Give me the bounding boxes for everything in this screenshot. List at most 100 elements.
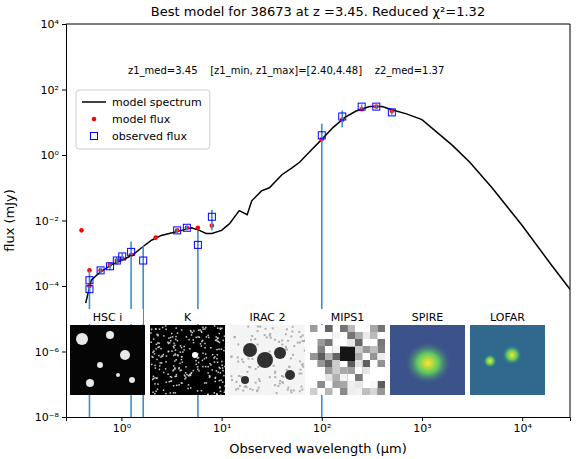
data-point	[183, 224, 190, 231]
cutout-pixel	[355, 353, 363, 360]
cutout-noise	[248, 358, 250, 360]
cutout-noise	[223, 350, 225, 352]
cutout-noise	[198, 357, 200, 359]
cutout-noise	[166, 382, 168, 384]
cutout-noise	[206, 382, 208, 384]
cutout-noise	[242, 390, 244, 392]
cutout-pixel	[318, 346, 326, 353]
data-point	[196, 225, 201, 230]
cutout-noise	[167, 373, 169, 375]
cutout-noise	[274, 376, 276, 378]
cutout-noise	[237, 388, 239, 390]
cutout-pixel	[333, 367, 341, 374]
cutout-pixel	[318, 353, 326, 360]
cutout-pixel	[325, 325, 333, 332]
tick: 10⁴	[41, 18, 66, 31]
cutout-noise	[255, 382, 257, 384]
cutout-noise	[173, 347, 175, 349]
cutout-noise	[259, 326, 261, 328]
cutout-noise	[156, 377, 158, 379]
cutout-noise	[214, 392, 216, 394]
cutout-pixel	[348, 339, 356, 346]
cutout-noise	[171, 350, 173, 352]
cutout-pixel	[340, 325, 348, 332]
cutout-noise	[172, 370, 174, 372]
cutout-noise	[207, 394, 209, 395]
cutout-pixel	[333, 332, 341, 339]
cutout-pixel	[355, 388, 363, 395]
cutout-label: MIPS1	[331, 311, 364, 324]
cutout-noise	[193, 342, 195, 344]
cutout-pixel	[378, 325, 386, 332]
cutout-noise	[179, 363, 181, 365]
cutout-noise	[224, 366, 225, 368]
cutout-noise	[174, 368, 176, 370]
cutout-noise	[163, 335, 165, 337]
cutout-noise	[156, 378, 158, 380]
cutout-source	[241, 376, 249, 384]
cutout-noise	[154, 393, 156, 395]
cutout-pixel	[340, 374, 348, 381]
cutout-noise	[158, 355, 160, 357]
cutout-image	[390, 325, 465, 395]
cutout-noise	[265, 328, 267, 330]
cutout-noise	[202, 360, 204, 362]
cutout-noise	[220, 379, 222, 381]
cutout-noise	[165, 329, 167, 331]
cutout-pixel	[325, 367, 333, 374]
axis-line	[62, 25, 67, 418]
tick: 10⁴	[513, 417, 532, 435]
cutout: HSC i	[70, 309, 145, 395]
cutout-noise	[237, 360, 239, 362]
cutout-pixel	[348, 388, 356, 395]
cutout-noise	[302, 363, 304, 365]
cutout-noise	[201, 390, 203, 392]
cutout-label: HSC i	[93, 311, 123, 324]
cutout-noise	[207, 394, 209, 395]
cutout-noise	[182, 351, 184, 353]
tick-label: 10⁻²	[35, 215, 59, 228]
cutout-noise	[287, 389, 289, 391]
cutout-pixel	[348, 325, 356, 332]
data-point	[119, 253, 126, 260]
cutout-noise	[193, 330, 195, 332]
data-point	[318, 132, 325, 139]
cutout-pixel	[325, 374, 333, 381]
cutout-noise	[168, 337, 170, 339]
cutout-pixel	[325, 388, 333, 395]
tick: 10⁰	[113, 417, 132, 435]
cutout-noise	[171, 380, 173, 382]
data-point	[86, 277, 93, 284]
cutout-noise	[174, 353, 176, 355]
cutout-noise	[230, 375, 232, 377]
cutout-noise	[205, 353, 207, 355]
cutout-noise	[218, 348, 220, 350]
cutout-noise	[193, 339, 195, 341]
tick: 10⁻²	[35, 215, 66, 228]
cutout-pixel	[325, 353, 333, 360]
cutout-noise	[157, 334, 159, 336]
cutout-noise	[215, 381, 217, 383]
cutout-pixel	[348, 339, 356, 346]
cutout-pixel	[340, 388, 348, 395]
cutout-noise	[222, 367, 224, 369]
cutout-noise	[274, 384, 276, 386]
cutout-noise	[157, 347, 159, 349]
cutout-noise	[281, 339, 283, 341]
cutout-noise	[246, 386, 248, 388]
cutout-noise	[288, 366, 290, 368]
cutout-pixel	[363, 388, 371, 395]
legend-swatch	[92, 117, 97, 122]
error-bar	[361, 104, 363, 109]
cutout-noise	[210, 364, 212, 366]
legend-label: observed flux	[112, 130, 187, 143]
cutout-noise	[173, 365, 175, 367]
cutout-pixel	[318, 353, 326, 360]
cutout-pixel	[318, 339, 326, 346]
cutout-noise	[155, 348, 157, 350]
cutout-noise	[293, 389, 295, 391]
cutout-noise	[254, 338, 256, 340]
cutout-noise	[190, 387, 192, 389]
cutout-pixel	[340, 388, 348, 395]
cutout-pixel	[340, 374, 348, 381]
